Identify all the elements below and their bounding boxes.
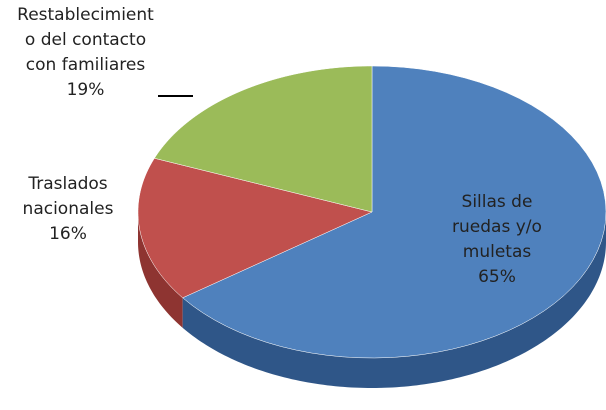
pie-slice-side <box>182 212 606 388</box>
slice-label: Traslados nacionales 16% <box>8 172 128 247</box>
slice-label: Restablecimiento del contacto con famili… <box>8 3 163 103</box>
value-label: 19% <box>66 80 105 100</box>
category-label: Restablecimiento del contacto con famili… <box>17 5 154 75</box>
value-label: 65% <box>478 267 516 287</box>
value-label: 16% <box>49 224 87 244</box>
pie-slice <box>182 65 606 359</box>
pie-slice <box>154 65 373 213</box>
pie-slice-side <box>138 212 183 328</box>
pie-slice <box>137 157 373 299</box>
category-label: Sillas de ruedas y/o muletas <box>452 192 542 262</box>
category-label: Traslados nacionales <box>22 174 114 219</box>
slice-label: Sillas de ruedas y/o muletas 65% <box>432 190 562 290</box>
